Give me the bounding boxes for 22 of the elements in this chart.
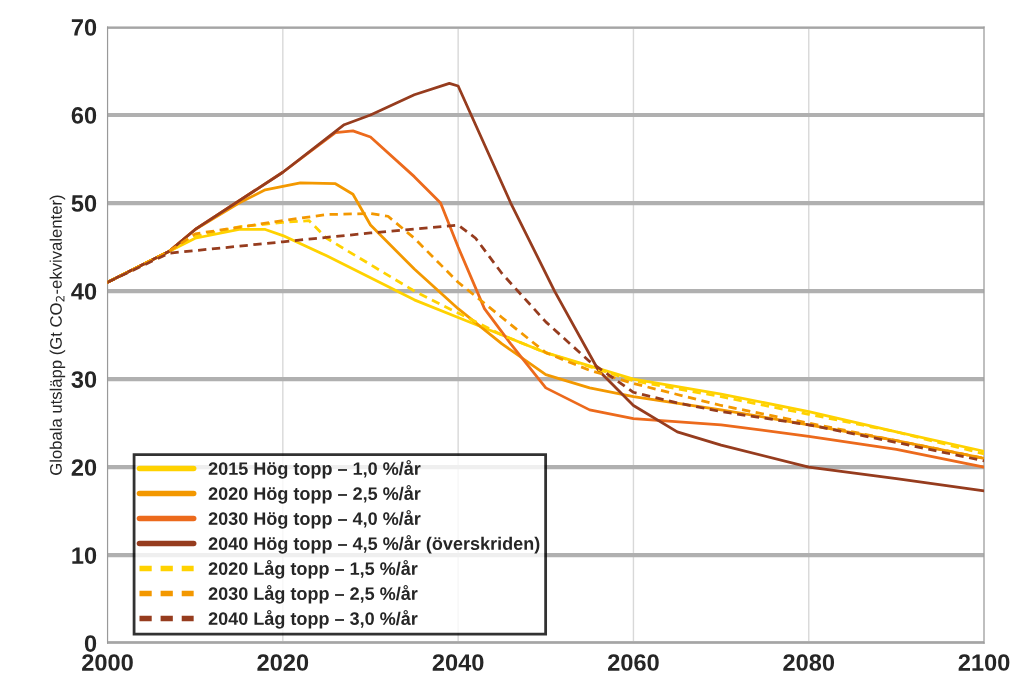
x-tick-label: 2060 — [608, 654, 659, 671]
x-tick-label: 2080 — [783, 654, 835, 671]
x-tick-label: 2000 — [82, 654, 133, 671]
y-tick-label: 70 — [71, 19, 97, 36]
legend-label: 2020 Hög topp – 2,5 %/år — [208, 484, 421, 504]
legend-label: 2040 Låg topp – 3,0 %/år — [208, 609, 418, 629]
y-tick-label: 40 — [71, 283, 97, 300]
legend-label: 2030 Låg topp – 2,5 %/år — [208, 584, 418, 604]
x-tick-label: 2020 — [257, 654, 309, 671]
legend-label: 2020 Låg topp – 1,5 %/år — [208, 559, 418, 579]
x-tick-label: 2040 — [432, 654, 484, 671]
y-tick-label: 30 — [71, 371, 97, 388]
y-tick-label: 0 — [84, 635, 97, 652]
y-tick-label: 20 — [71, 459, 97, 476]
y-tick-label: 60 — [71, 107, 97, 124]
y-axis-title: Globala utsläpp (Gt CO$_{2}$-ekvivalenter) — [49, 195, 66, 475]
legend-label: 2015 Hög topp – 1,0 %/år — [208, 459, 421, 479]
y-tick-label: 50 — [71, 195, 97, 212]
x-tick-label: 2100 — [958, 654, 1010, 671]
legend-label: 2030 Hög topp – 4,0 %/år — [208, 509, 421, 529]
legend-label: 2040 Hög topp – 4,5 %/år (överskriden) — [208, 534, 540, 554]
y-tick-label: 10 — [72, 547, 97, 564]
